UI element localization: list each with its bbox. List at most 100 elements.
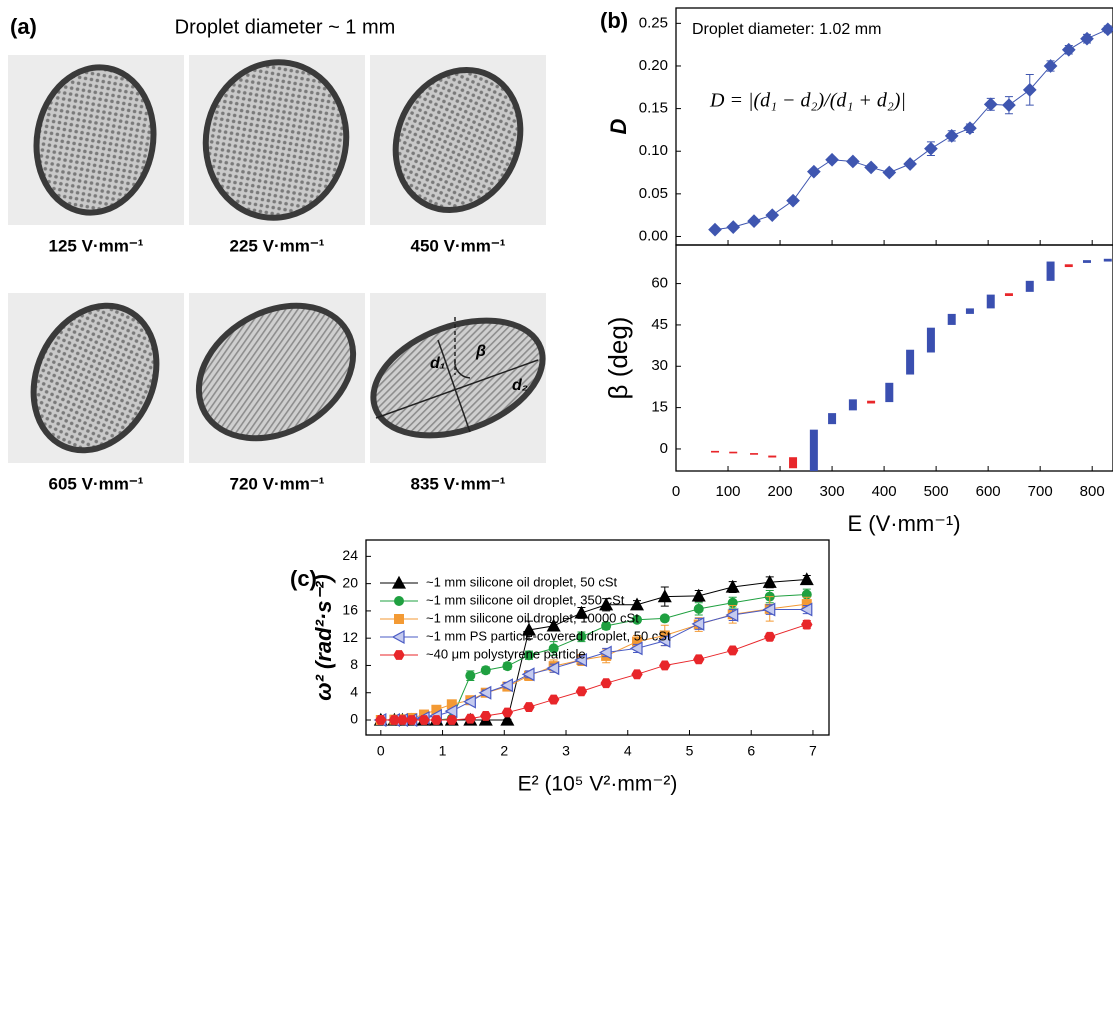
marker	[846, 154, 860, 169]
marker	[659, 630, 670, 641]
marker	[807, 164, 821, 179]
x-tick-label: 7	[809, 743, 817, 759]
range-bar	[768, 455, 777, 458]
y-tick-label: 0.00	[639, 227, 668, 244]
y-tick-label: 15	[651, 399, 668, 416]
marker	[864, 160, 878, 175]
legend-label: ~1 mm silicone oil droplet, 10000 cSt	[426, 610, 639, 625]
droplet	[33, 64, 157, 216]
range-bar	[1064, 264, 1073, 268]
x-tick-label: 5	[686, 743, 694, 759]
y-tick-label: 24	[342, 547, 358, 563]
marker	[502, 661, 513, 672]
marker	[801, 619, 813, 630]
panel-label: (a)	[10, 14, 37, 39]
marker	[446, 715, 458, 725]
marker	[521, 622, 536, 636]
plot-frame	[675, 244, 1113, 472]
droplet	[392, 66, 524, 214]
marker	[632, 636, 643, 647]
marker	[431, 704, 442, 715]
y-tick-label: 0.20	[639, 57, 668, 74]
panel-title: Droplet diameter ~ 1 mm	[175, 16, 396, 38]
range-bar	[848, 399, 857, 411]
marker	[747, 214, 761, 228]
range-bar	[867, 400, 876, 404]
marker	[657, 633, 671, 648]
marker	[388, 715, 401, 725]
y-tick-label: 0	[660, 440, 668, 457]
marker	[523, 702, 535, 712]
marker	[446, 699, 457, 710]
marker	[659, 613, 670, 624]
legend-marker	[394, 614, 404, 624]
x-tick-label: 700	[1028, 483, 1053, 500]
droplet	[195, 302, 357, 442]
marker	[464, 713, 477, 724]
marker	[463, 694, 476, 709]
legend-label: ~40 μm polystyrene particle	[426, 646, 586, 661]
marker	[575, 686, 588, 697]
marker	[523, 650, 534, 661]
marker	[726, 220, 741, 234]
marker	[765, 208, 780, 223]
marker	[601, 620, 612, 631]
data-line	[380, 609, 807, 721]
image-caption: 720 V·mm⁻¹	[230, 474, 325, 493]
marker	[629, 597, 645, 611]
image-caption: 835 V·mm⁻¹	[411, 474, 506, 493]
marker	[375, 715, 387, 725]
range-bar	[986, 294, 995, 309]
marker	[500, 678, 513, 693]
marker	[725, 607, 739, 623]
marker	[727, 645, 739, 656]
marker	[799, 602, 813, 617]
marker	[1100, 22, 1113, 37]
x-tick-label: 400	[872, 483, 897, 500]
marker	[1022, 82, 1037, 97]
marker	[691, 588, 706, 602]
range-bar	[828, 413, 837, 425]
x-axis-label: E (V·mm⁻¹)	[847, 511, 960, 536]
y-tick-label: 60	[651, 275, 668, 292]
x-tick-label: 800	[1080, 483, 1105, 500]
marker	[708, 222, 722, 237]
y-tick-label: 0.15	[639, 100, 668, 117]
marker	[1043, 59, 1058, 73]
marker	[574, 652, 588, 668]
y-tick-label: 30	[651, 357, 668, 374]
angle-arc	[454, 359, 471, 379]
marker	[600, 678, 612, 689]
image-annotation: d₂	[512, 377, 528, 394]
y-tick-label: 12	[342, 629, 358, 645]
marker	[521, 667, 535, 682]
x-tick-label: 300	[820, 483, 845, 500]
marker	[478, 685, 492, 700]
range-bar	[789, 457, 798, 469]
legend-label: ~1 mm silicone oil droplet, 50 cSt	[426, 574, 618, 589]
x-tick-label: 4	[624, 743, 632, 759]
y-tick-label: 0.05	[639, 185, 668, 202]
image-grid: 125 V·mm⁻¹ 225 V·mm⁻¹ 450 V·mm⁻¹ 605 V·mm⁻¹…	[8, 55, 546, 493]
marker	[405, 715, 418, 725]
marker	[418, 715, 430, 725]
marker	[500, 712, 515, 726]
y-tick-label: 45	[651, 316, 668, 333]
range-bar	[965, 308, 974, 314]
marker	[444, 704, 458, 719]
formula: D = |(d₁ − d₂)/(d₁ + d₂)|	[709, 90, 906, 112]
marker	[576, 631, 587, 642]
droplet	[202, 59, 350, 221]
x-tick-label: 3	[562, 743, 570, 759]
marker	[983, 97, 998, 112]
range-bar	[947, 313, 956, 325]
marker	[691, 616, 705, 631]
marker	[548, 643, 559, 654]
marker	[632, 614, 643, 625]
y-tick-label: 0.10	[639, 142, 668, 159]
image-caption: 225 V·mm⁻¹	[230, 236, 325, 255]
annotation: Droplet diameter: 1.02 mm	[692, 21, 881, 38]
range-bar	[711, 450, 720, 453]
marker	[801, 599, 812, 610]
